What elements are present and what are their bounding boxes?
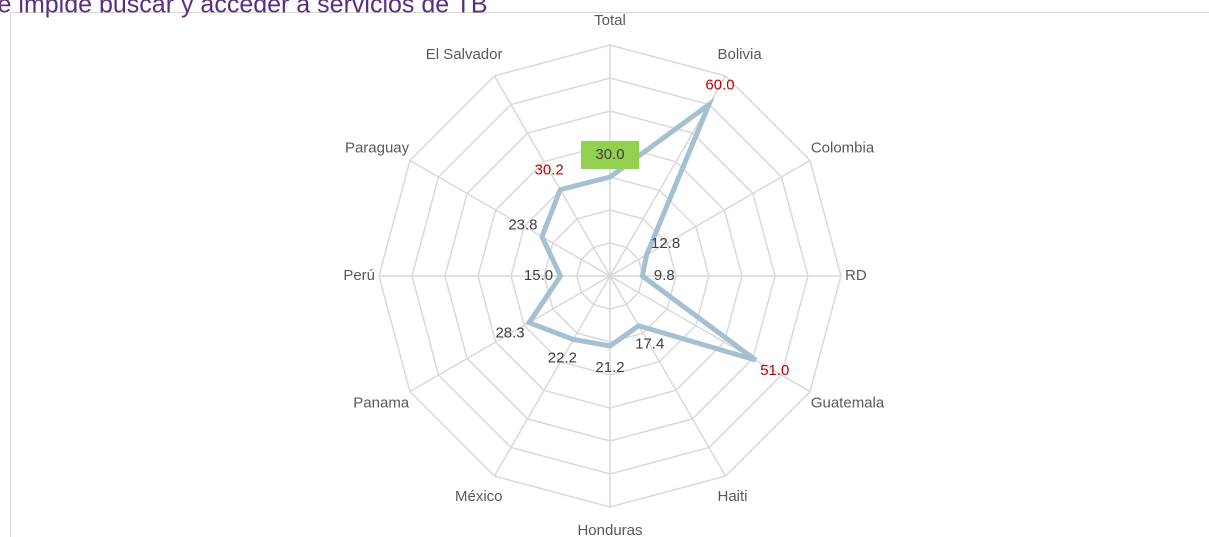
value-label: 12.8 <box>651 235 680 252</box>
value-label: 30.0 <box>595 146 624 163</box>
value-label: 15.0 <box>524 267 553 284</box>
category-label: Bolivia <box>718 46 763 63</box>
spoke <box>493 75 611 277</box>
label-highlight <box>581 141 639 169</box>
category-label: Haiti <box>718 488 748 505</box>
value-label: 9.8 <box>654 267 675 284</box>
chart-frame <box>10 12 1209 537</box>
spoke <box>409 159 611 277</box>
value-label: 22.2 <box>548 349 577 366</box>
category-label: RD <box>845 267 867 284</box>
spoke <box>609 159 811 277</box>
category-label: Honduras <box>577 522 642 537</box>
value-label: 17.4 <box>635 336 664 353</box>
chart-title: le impide buscar y acceder a servicios d… <box>0 0 488 19</box>
category-label: Paraguay <box>345 139 410 156</box>
value-label: 60.0 <box>705 76 734 93</box>
spoke <box>493 275 611 477</box>
value-label: 23.8 <box>508 217 537 234</box>
value-label: 21.2 <box>595 359 624 376</box>
category-label: Total <box>594 12 626 29</box>
value-label: 30.2 <box>535 162 564 179</box>
value-label: 28.3 <box>495 325 524 342</box>
series-line <box>525 97 758 363</box>
category-label: Guatemala <box>811 394 885 411</box>
spoke <box>609 275 811 393</box>
spoke <box>609 275 727 477</box>
category-label: Panama <box>353 394 410 411</box>
category-label: México <box>455 488 503 505</box>
category-label: Perú <box>343 267 375 284</box>
category-label: Colombia <box>811 139 875 156</box>
spoke <box>409 275 611 393</box>
value-label: 51.0 <box>760 362 789 379</box>
category-label: El Salvador <box>426 46 503 63</box>
